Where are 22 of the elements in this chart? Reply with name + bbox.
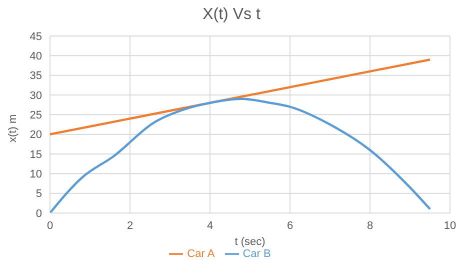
- y-tick-label: 5: [36, 188, 42, 200]
- x-tick-label: 0: [46, 220, 54, 232]
- x-axis-title: t (sec): [234, 236, 266, 248]
- y-tick-label: 0: [36, 208, 42, 220]
- x-tick-label: 8: [366, 220, 374, 232]
- x-tick-label: 10: [444, 220, 456, 232]
- legend-label: Car A: [187, 248, 215, 260]
- y-tick-label: 30: [30, 90, 42, 102]
- x-tick-label: 2: [126, 220, 134, 232]
- y-tick-label: 20: [30, 129, 42, 142]
- y-tick-label: 10: [30, 168, 42, 181]
- y-axis-title: x(t) m: [6, 114, 19, 142]
- y-tick-label: 45: [30, 30, 42, 43]
- chart-title: X(t) Vs t: [202, 6, 262, 24]
- line-series: [50, 98, 432, 213]
- x-tick-label: 6: [286, 220, 294, 232]
- legend-label: Car B: [242, 248, 271, 260]
- y-tick-label: 15: [30, 148, 42, 161]
- y-tick-label: 25: [30, 110, 42, 122]
- y-tick-label: 35: [30, 70, 42, 82]
- x-tick-label: 4: [206, 220, 214, 232]
- y-tick-label: 40: [30, 50, 42, 63]
